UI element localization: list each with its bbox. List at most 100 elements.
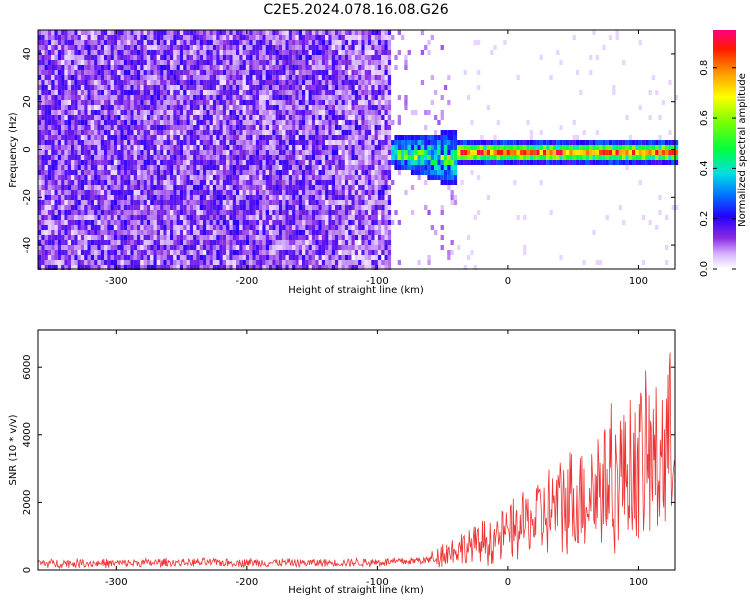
heatmap-cell xyxy=(176,40,180,45)
heatmap-cell xyxy=(186,265,190,270)
heatmap-cell xyxy=(209,240,213,245)
heatmap-cell xyxy=(358,65,362,70)
heatmap-cell xyxy=(146,185,151,190)
heatmap-cell xyxy=(74,50,78,55)
heatmap-cell xyxy=(341,155,345,160)
heatmap-cell xyxy=(186,185,190,190)
heatmap-cell xyxy=(216,95,220,100)
heatmap-cell xyxy=(325,260,329,265)
heatmap-cell xyxy=(305,240,309,245)
heatmap-cell xyxy=(133,215,137,220)
heatmap-cell xyxy=(47,105,52,110)
heatmap-cell xyxy=(236,185,240,190)
heatmap-cell xyxy=(47,195,52,200)
heatmap-cell xyxy=(163,200,167,205)
heatmap-cell xyxy=(272,100,276,105)
heatmap-cell xyxy=(229,195,233,200)
heatmap-cell xyxy=(212,95,217,100)
heatmap-cell xyxy=(262,160,266,165)
heatmap-cell xyxy=(186,250,190,255)
heatmap-cell xyxy=(41,80,45,85)
heatmap-cell xyxy=(140,265,144,270)
heatmap-cell xyxy=(318,210,322,215)
heatmap-cell xyxy=(295,55,299,60)
heatmap-cell xyxy=(298,50,302,55)
heatmap-cell xyxy=(179,225,184,230)
heatmap-cell xyxy=(285,215,289,220)
heatmap-cell xyxy=(170,115,174,120)
heatmap-cell xyxy=(51,30,55,35)
heatmap-cell xyxy=(156,240,161,245)
heatmap-cell xyxy=(344,170,349,175)
heatmap-cell xyxy=(110,65,114,70)
heatmap-cell xyxy=(160,115,164,120)
heatmap-cell xyxy=(74,90,78,95)
heatmap-cell xyxy=(308,35,312,40)
heatmap-cell xyxy=(153,155,157,160)
heatmap-cell xyxy=(222,100,227,105)
heatmap-cell xyxy=(140,195,144,200)
heatmap-cell xyxy=(84,240,88,245)
heatmap-cell xyxy=(361,190,365,195)
heatmap-cell xyxy=(364,230,368,235)
heatmap-cell xyxy=(206,100,210,105)
heatmap-cell xyxy=(229,150,233,155)
heatmap-cell xyxy=(146,80,151,85)
heatmap-cell xyxy=(242,175,246,180)
heatmap-cell xyxy=(364,45,368,50)
heatmap-cell xyxy=(222,50,227,55)
heatmap-cell xyxy=(146,240,151,245)
heatmap-cell xyxy=(275,75,279,80)
heatmap-cell xyxy=(222,200,227,205)
heatmap-cell xyxy=(166,105,170,110)
heatmap-cell xyxy=(249,160,253,165)
heatmap-cell xyxy=(374,195,378,200)
heatmap-cell xyxy=(176,215,180,220)
heatmap-cell xyxy=(341,35,345,40)
heatmap-cell xyxy=(259,260,263,265)
heatmap-cell xyxy=(41,110,45,115)
heatmap-cell xyxy=(97,110,101,115)
heatmap-cell xyxy=(206,110,210,115)
heatmap-cell xyxy=(259,45,263,50)
heatmap-cell xyxy=(176,245,180,250)
heatmap-cell xyxy=(74,70,78,75)
heatmap-cell xyxy=(265,75,269,80)
heatmap-cell xyxy=(137,110,141,115)
heatmap-cell xyxy=(61,225,65,230)
heatmap-cell xyxy=(193,70,197,75)
heatmap-cell xyxy=(239,230,243,235)
heatmap-cell xyxy=(44,230,48,235)
heatmap-cell xyxy=(179,230,184,235)
heatmap-cell xyxy=(321,115,326,120)
heatmap-cell xyxy=(51,145,55,150)
heatmap-cell xyxy=(335,140,339,145)
heatmap-cell xyxy=(259,60,263,65)
heatmap-cell xyxy=(113,170,118,175)
heatmap-cell xyxy=(275,190,279,195)
heatmap-cell xyxy=(348,255,352,260)
heatmap-cell xyxy=(54,55,58,60)
heatmap-cell xyxy=(97,70,101,75)
heatmap-cell xyxy=(269,155,273,160)
heatmap-cell xyxy=(249,140,253,145)
heatmap-cell xyxy=(176,140,180,145)
heatmap-cell xyxy=(100,95,104,100)
heatmap-cell xyxy=(328,130,332,135)
heatmap-cell xyxy=(153,35,157,40)
heatmap-cell xyxy=(328,110,332,115)
heatmap-cell xyxy=(209,245,213,250)
heatmap-cell xyxy=(51,245,55,250)
heatmap-cell xyxy=(150,250,154,255)
heatmap-cell xyxy=(338,70,342,75)
heatmap-cell xyxy=(41,50,45,55)
heatmap-cell xyxy=(381,40,385,45)
heatmap-cell xyxy=(377,245,382,250)
heatmap-cell xyxy=(146,170,151,175)
heatmap-cell xyxy=(278,30,283,35)
heatmap-cell xyxy=(156,245,161,250)
heatmap-cell xyxy=(77,205,81,210)
heatmap-cell xyxy=(278,60,283,65)
heatmap-cell xyxy=(219,180,223,185)
heatmap-cell xyxy=(308,190,312,195)
